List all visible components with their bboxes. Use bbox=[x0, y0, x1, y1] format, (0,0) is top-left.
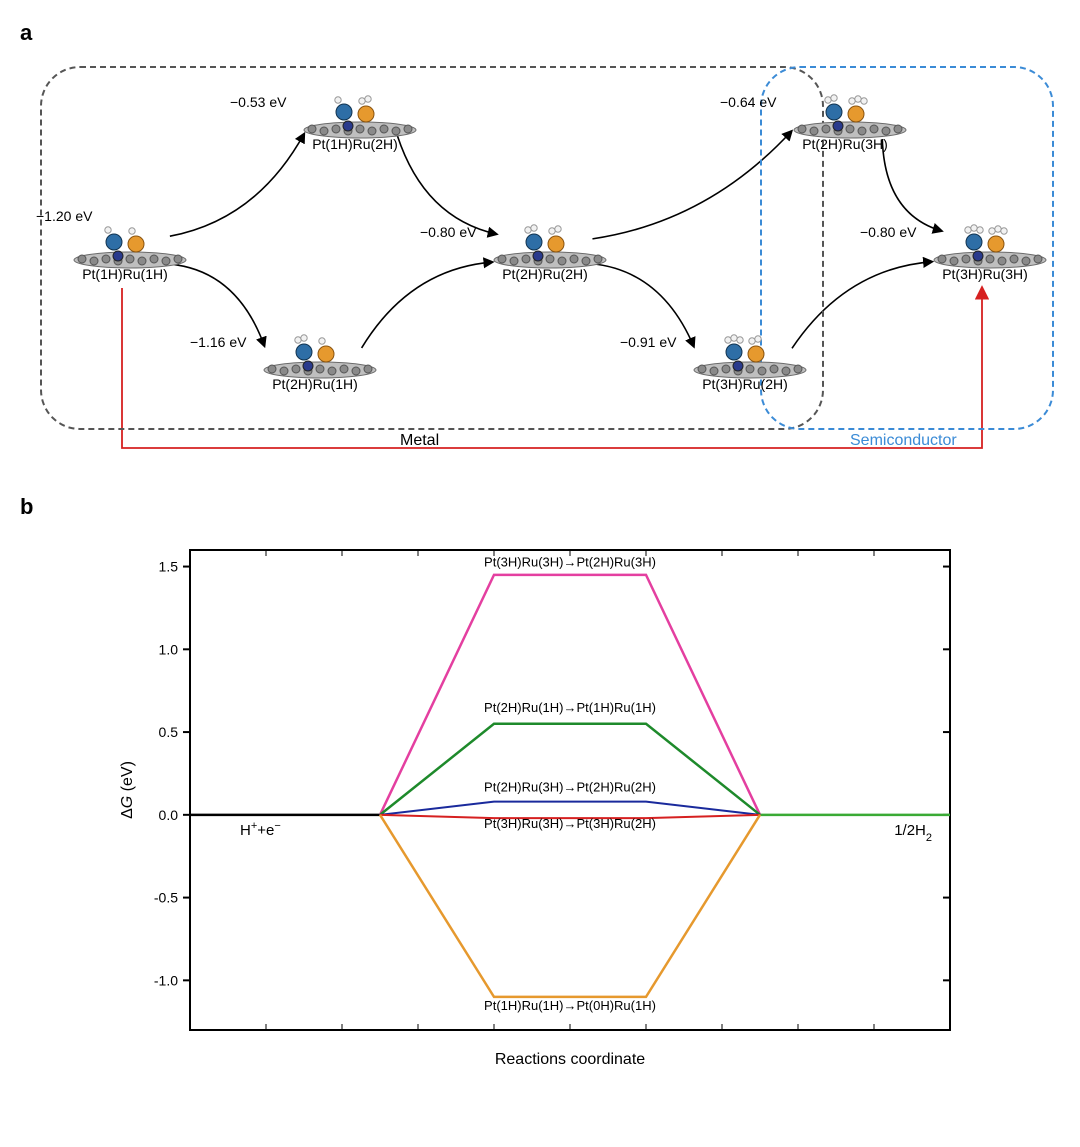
node-energy-label: −0.64 eV bbox=[720, 94, 776, 110]
reaction-node: −0.64 eVPt(2H)Ru(3H) bbox=[780, 86, 910, 152]
node-energy-label: −0.80 eV bbox=[860, 224, 916, 240]
panel-b-label: b bbox=[20, 494, 1060, 520]
series-label: Pt(1H)Ru(1H)→Pt(0H)Ru(1H) bbox=[484, 998, 656, 1013]
reaction-node: −0.80 eVPt(2H)Ru(2H) bbox=[480, 216, 610, 282]
panel-a: Metal Semiconductor −1.20 eVPt(1H)Ru(1H) −0… bbox=[20, 46, 1060, 486]
series-label: Pt(2H)Ru(1H)→Pt(1H)Ru(1H) bbox=[484, 700, 656, 715]
molecule-container bbox=[790, 86, 900, 136]
y-tick-label: 0.5 bbox=[159, 724, 179, 740]
node-energy-label: −1.16 eV bbox=[190, 334, 246, 350]
molecule-icon bbox=[930, 216, 1050, 272]
reaction-node: −1.20 eVPt(1H)Ru(1H) bbox=[60, 216, 190, 282]
metal-region-caption: Metal bbox=[400, 432, 439, 450]
molecule-container bbox=[300, 86, 410, 136]
molecule-icon bbox=[490, 216, 610, 272]
molecule-icon bbox=[260, 326, 380, 382]
y-tick-label: -1.0 bbox=[154, 972, 178, 988]
molecule-container bbox=[70, 216, 180, 266]
molecule-icon bbox=[690, 326, 810, 382]
molecule-container bbox=[490, 216, 600, 266]
y-tick-label: 1.0 bbox=[159, 641, 179, 657]
semiconductor-region-caption: Semiconductor bbox=[850, 432, 957, 450]
molecule-icon bbox=[70, 216, 190, 272]
reaction-node: −0.53 eVPt(1H)Ru(2H) bbox=[290, 86, 420, 152]
molecule-container bbox=[930, 216, 1040, 266]
reaction-node: −1.16 eVPt(2H)Ru(1H) bbox=[250, 326, 380, 392]
node-energy-label: −0.53 eV bbox=[230, 94, 286, 110]
y-tick-label: 1.5 bbox=[159, 559, 179, 575]
molecule-icon bbox=[790, 86, 910, 142]
x-axis-label: Reactions coordinate bbox=[495, 1051, 645, 1068]
panel-a-label: a bbox=[20, 20, 1060, 46]
reaction-node: −0.80 eVPt(3H)Ru(3H) bbox=[920, 216, 1050, 282]
molecule-container bbox=[690, 326, 800, 376]
y-tick-label: 0.0 bbox=[159, 807, 179, 823]
node-energy-label: −0.91 eV bbox=[620, 334, 676, 350]
panel-b: -1.0 -0.5 0.0 0.5 1.0 1.5 ΔG (eV) Reactions coo… bbox=[20, 530, 1060, 1090]
node-energy-label: −0.80 eV bbox=[420, 224, 476, 240]
y-axis-label: ΔG (eV) bbox=[119, 761, 136, 819]
series-label: Pt(3H)Ru(3H)→Pt(2H)Ru(3H) bbox=[484, 555, 656, 570]
series-label: Pt(2H)Ru(3H)→Pt(2H)Ru(2H) bbox=[484, 780, 656, 795]
molecule-container bbox=[260, 326, 370, 376]
reaction-node: −0.91 eVPt(3H)Ru(2H) bbox=[680, 326, 810, 392]
series-label: Pt(3H)Ru(3H)→Pt(3H)Ru(2H) bbox=[484, 816, 656, 831]
molecule-icon bbox=[300, 86, 420, 142]
y-tick-label: -0.5 bbox=[154, 890, 178, 906]
energy-diagram-chart: -1.0 -0.5 0.0 0.5 1.0 1.5 ΔG (eV) Reactions coo… bbox=[110, 530, 970, 1090]
